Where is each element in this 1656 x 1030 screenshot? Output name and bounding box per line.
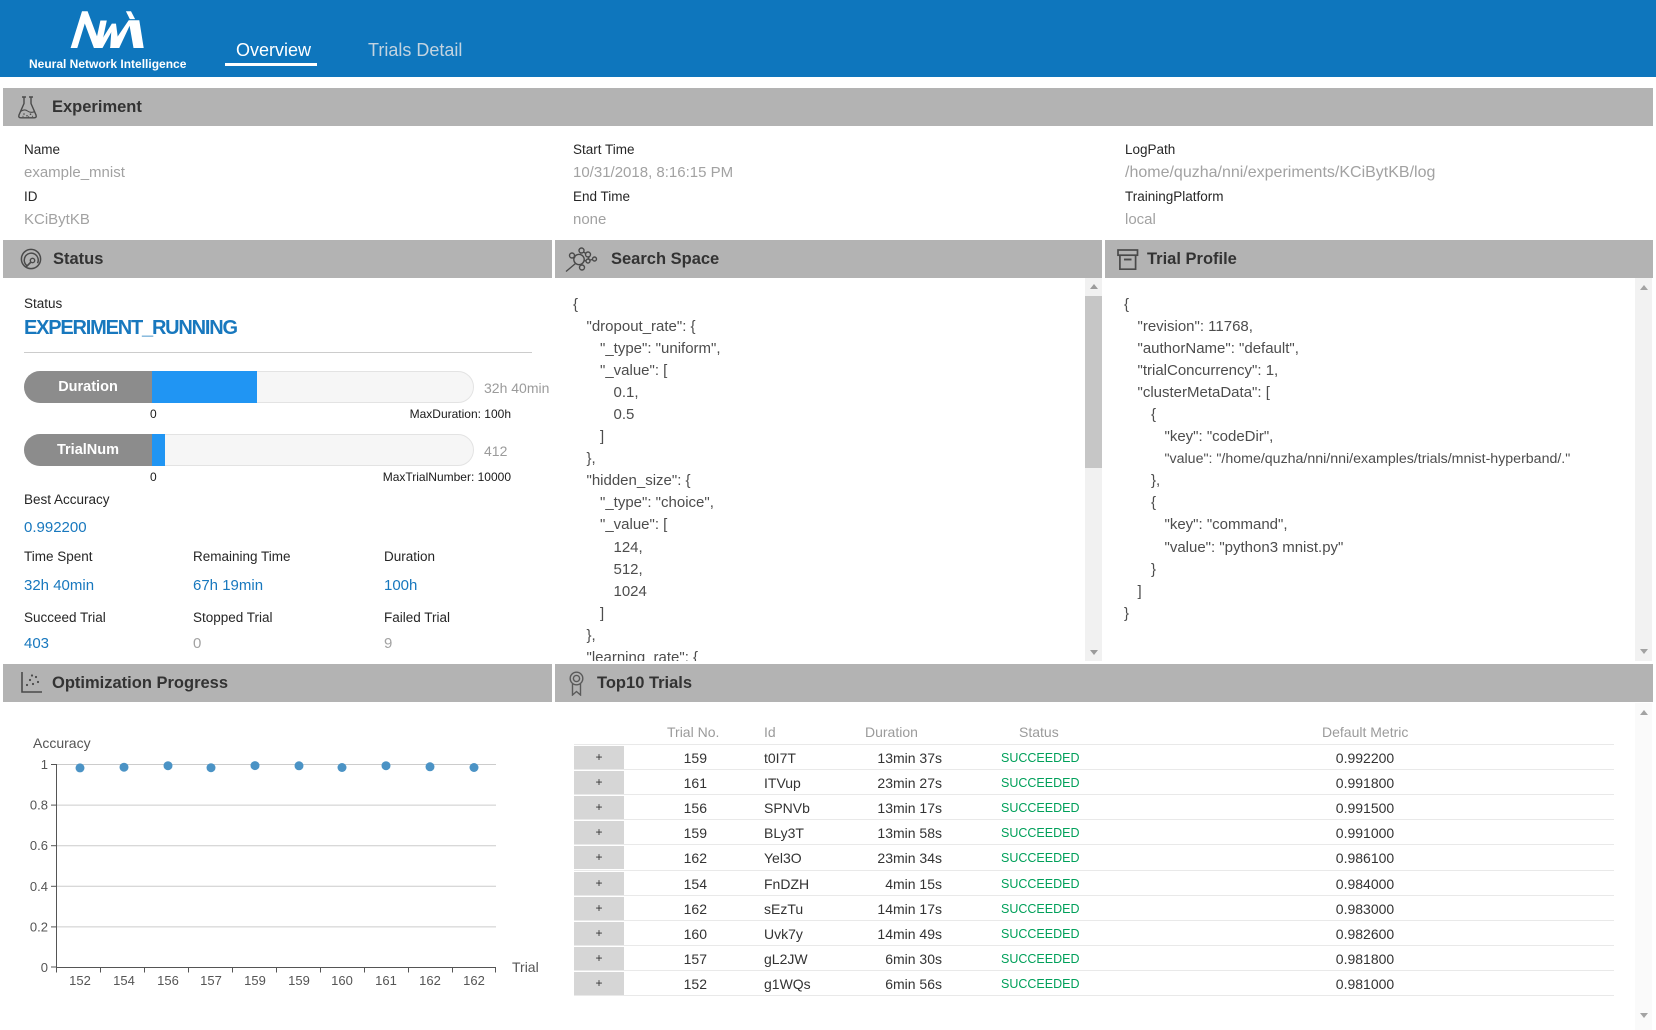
svg-text:0.4: 0.4 <box>30 879 48 894</box>
svg-text:0.6: 0.6 <box>30 838 48 853</box>
svg-text:Accuracy: Accuracy <box>33 735 91 751</box>
svg-text:1: 1 <box>41 757 48 772</box>
svg-text:0.8: 0.8 <box>30 798 48 813</box>
svg-text:162: 162 <box>463 973 485 988</box>
svg-text:0: 0 <box>41 960 48 975</box>
svg-text:Trial: Trial <box>512 959 539 975</box>
svg-text:162: 162 <box>419 973 441 988</box>
svg-text:159: 159 <box>288 973 310 988</box>
svg-text:156: 156 <box>157 973 179 988</box>
svg-text:160: 160 <box>331 973 353 988</box>
svg-text:161: 161 <box>375 973 397 988</box>
svg-text:154: 154 <box>113 973 135 988</box>
svg-text:157: 157 <box>200 973 222 988</box>
svg-text:159: 159 <box>244 973 266 988</box>
svg-text:152: 152 <box>69 973 91 988</box>
svg-text:0.2: 0.2 <box>30 919 48 934</box>
